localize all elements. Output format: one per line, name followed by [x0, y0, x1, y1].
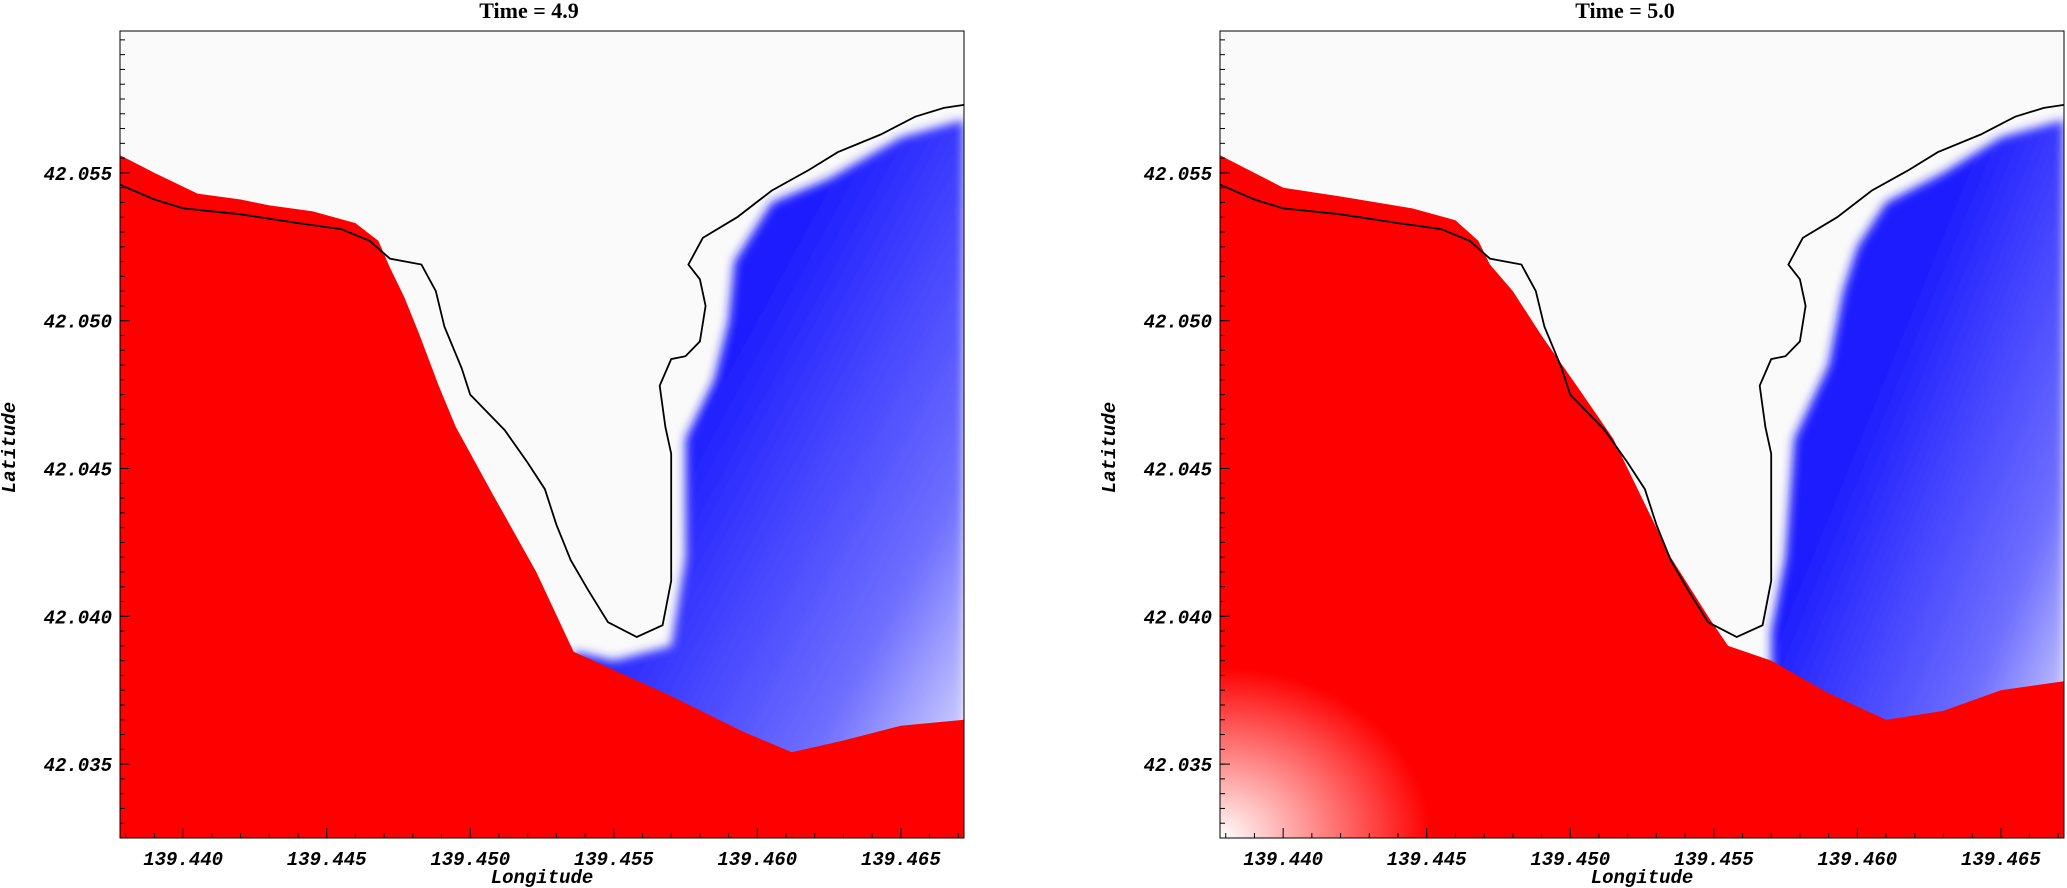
x-axis-label: Longitude: [1591, 867, 1694, 888]
x-tick-label: 139.440: [1243, 849, 1323, 871]
y-tick-label: 42.045: [1144, 459, 1213, 481]
y-tick-label: 42.050: [44, 312, 112, 334]
high-value-region: [1220, 155, 2064, 838]
x-tick-label: 139.445: [1387, 849, 1467, 871]
high-value-region: [120, 155, 964, 838]
x-tick-label: 139.450: [1530, 849, 1610, 871]
plot-title-1: Time = 4.9: [479, 0, 579, 23]
y-tick-label: 42.035: [1144, 755, 1213, 777]
x-tick-label: 139.460: [717, 849, 797, 871]
plot-title-2: Time = 5.0: [1575, 0, 1675, 23]
plot-panel-2: Time = 5.0 139.440 139.445 139.450 139.455 1…: [1099, 0, 2065, 888]
y-tick-label: 42.050: [1144, 312, 1212, 334]
x-tick-label: 139.465: [1961, 849, 2041, 871]
low-value-region: [1771, 119, 2064, 838]
y-tick-label: 42.045: [44, 459, 113, 481]
coastline: [1220, 104, 2064, 639]
x-tick-label: 139.440: [143, 849, 223, 871]
x-tick-label: 139.455: [574, 849, 654, 871]
y-tick-label: 42.040: [1144, 607, 1212, 629]
y-tick-label: 42.040: [44, 607, 112, 629]
coastline: [120, 104, 964, 639]
plot-area-1: 139.440 139.445 139.450 139.455 139.460 139.4…: [0, 30, 965, 888]
x-tick-label: 139.460: [1817, 849, 1897, 871]
heatmap-field-2: [1220, 31, 2064, 838]
y-tick-label: 42.055: [44, 164, 113, 186]
x-tick-label: 139.455: [1674, 849, 1754, 871]
plot-frame: [119, 30, 965, 839]
y-tick-label: 42.035: [44, 755, 113, 777]
y-tick-label: 42.055: [1144, 164, 1213, 186]
plot-frame: [1219, 30, 2065, 839]
heatmap-field-1: [120, 31, 964, 838]
plot-area-2: 139.440 139.445 139.450 139.455 139.460 139.4…: [1099, 30, 2065, 888]
y-axis-label: Latitude: [1099, 402, 1121, 493]
x-tick-label: 139.465: [861, 849, 941, 871]
x-axis-label: Longitude: [491, 867, 594, 888]
y-axis-label: Latitude: [0, 402, 21, 493]
x-tick-label: 139.445: [287, 849, 367, 871]
x-tick-label: 139.450: [430, 849, 510, 871]
plot-panel-1: Time = 4.9 139.440 139.445 139.450 139.455 1…: [0, 0, 965, 888]
low-value-region: [573, 119, 964, 838]
